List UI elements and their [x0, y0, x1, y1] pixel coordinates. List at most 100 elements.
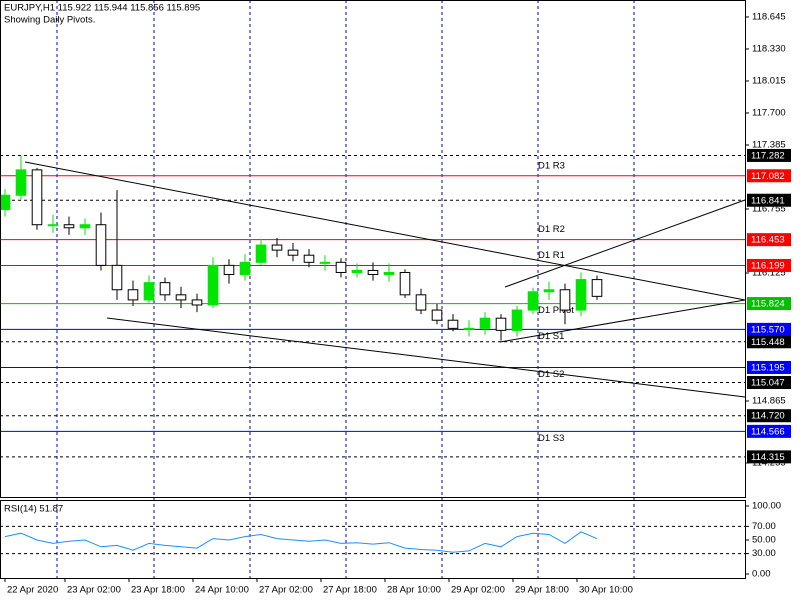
main-pane-frame	[0, 0, 746, 498]
candle-body	[191, 299, 203, 306]
price-box	[747, 424, 791, 438]
pivot-name: D1 R1	[538, 250, 565, 261]
x-tick-label: 28 Apr 10:00	[387, 585, 441, 596]
candle-body	[591, 279, 603, 297]
trendlines	[24, 161, 746, 398]
candle-body	[63, 224, 75, 229]
candle-body	[239, 261, 251, 276]
candle-body	[415, 294, 427, 311]
pivot-name: D1 S1	[538, 331, 564, 342]
candle-body	[575, 279, 587, 311]
candle-body	[0, 194, 11, 210]
price-box-label: 115.570	[751, 324, 785, 335]
pivot-name: D1 Pivot	[538, 305, 574, 316]
chart-title: EURJPY,H1 115.922 115.944 115.856 115.89…	[4, 3, 200, 14]
price-box	[747, 148, 791, 162]
candle-body	[15, 169, 27, 196]
candle-body	[463, 327, 475, 330]
candle-body	[399, 271, 411, 296]
y-tick-label: 50.00	[752, 535, 776, 546]
price-box-label: 114.720	[751, 411, 785, 422]
chart-subtitle: Showing Daily Pivots.	[4, 15, 95, 26]
pivot-name: D1 S3	[538, 433, 564, 444]
candle-body	[527, 291, 539, 311]
candle-body	[287, 249, 299, 256]
y-tick-label: 116.125	[752, 267, 786, 278]
price-box-label: 116.841	[751, 195, 785, 206]
price-box-label: 115.047	[751, 378, 785, 389]
price-box	[747, 409, 791, 423]
candle-body	[143, 282, 155, 301]
price-box-label: 117.282	[751, 150, 785, 161]
x-tick-label: 23 Apr 02:00	[67, 585, 121, 596]
x-tick-label: 23 Apr 18:00	[131, 585, 185, 596]
y-tick-label: 117.385	[752, 139, 786, 150]
y-tick-label: 118.645	[752, 11, 786, 22]
price-box	[747, 169, 791, 183]
price-box-label: 115.195	[751, 362, 785, 373]
pivot-name: D1 R2	[538, 224, 565, 235]
candle-body	[159, 282, 171, 296]
candle-body	[127, 289, 139, 301]
candle-body	[335, 261, 347, 273]
candle-body	[47, 224, 59, 227]
price-box-label: 115.824	[751, 299, 785, 310]
candle-body	[543, 289, 555, 293]
candle-body	[479, 317, 491, 329]
y-tick-label: 0.00	[752, 569, 771, 580]
y-tick-label: 118.015	[752, 75, 786, 86]
rsi-line	[4, 531, 598, 553]
candle-body	[31, 169, 43, 226]
candle-body	[255, 244, 267, 263]
candle-body	[559, 289, 571, 311]
rsi-title: RSI(14) 51.87	[4, 504, 63, 515]
y-tick-label: 114.865	[752, 396, 786, 407]
candle-body	[367, 269, 379, 276]
trendline	[24, 161, 746, 301]
candle-body	[351, 269, 363, 273]
pivot-name: D1 S2	[538, 369, 564, 380]
candle-body	[271, 244, 283, 251]
candle-body	[495, 317, 507, 331]
price-box-label: 116.199	[751, 260, 785, 271]
candle-body	[383, 271, 395, 276]
candle-body	[303, 254, 315, 263]
trendline	[106, 317, 746, 398]
y-tick-label: 100.00	[752, 500, 781, 511]
trendline	[499, 299, 746, 343]
price-box	[747, 335, 791, 349]
price-box-label: 114.315	[751, 452, 785, 463]
x-tick-label: 22 Apr 2020	[7, 585, 58, 596]
x-tick-label: 29 Apr 02:00	[451, 585, 505, 596]
price-box-label: 116.453	[751, 235, 785, 246]
price-box-label: 115.448	[751, 337, 785, 348]
candle-body	[447, 319, 459, 329]
price-box	[747, 376, 791, 390]
x-tick-label: 29 Apr 18:00	[515, 585, 569, 596]
price-box	[747, 360, 791, 374]
candle-body	[431, 309, 443, 321]
y-tick-label: 116.755	[752, 203, 786, 214]
candle-body	[111, 264, 123, 291]
candle-body	[95, 224, 107, 266]
candle-body	[511, 309, 523, 331]
price-box	[747, 450, 791, 464]
y-tick-label: 70.00	[752, 521, 776, 532]
price-box	[747, 322, 791, 336]
y-tick-label: 117.700	[752, 107, 786, 118]
pivot-name: D1 R3	[538, 160, 565, 171]
price-box	[747, 258, 791, 272]
y-tick-label: 30.00	[752, 548, 776, 559]
layout	[56, 0, 635, 578]
price-box	[747, 193, 791, 207]
candle-body	[223, 264, 235, 276]
x-tick-label: 27 Apr 02:00	[259, 585, 313, 596]
candle-body	[79, 224, 91, 229]
price-box-label: 117.082	[751, 171, 785, 182]
candle-body	[319, 261, 331, 264]
x-tick-label: 27 Apr 18:00	[323, 585, 377, 596]
x-tick-label: 24 Apr 10:00	[195, 585, 249, 596]
y-tick-label: 118.330	[752, 43, 786, 54]
